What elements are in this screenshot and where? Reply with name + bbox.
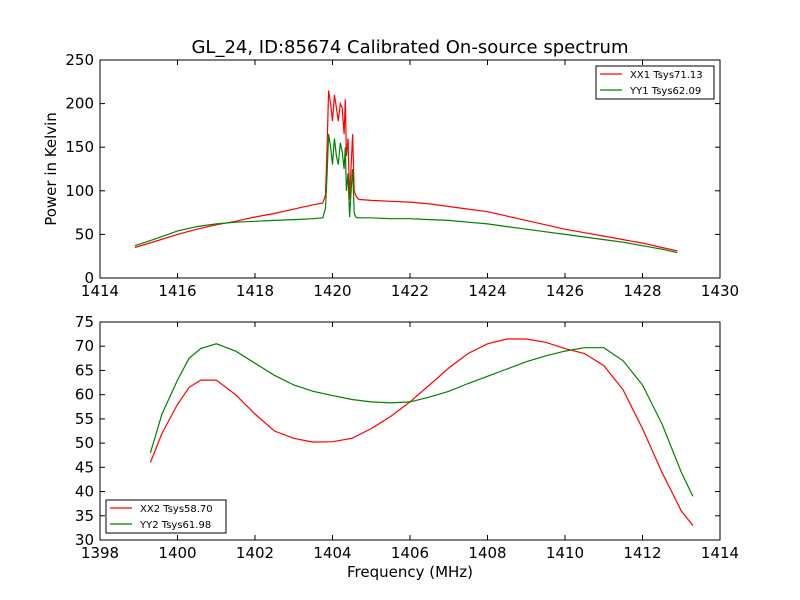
chart-title: GL_24, ID:85674 Calibrated On-source spe… [191, 37, 628, 58]
top-x-tick-label: 1424 [468, 282, 506, 300]
bottom-x-tick-label: 1414 [701, 544, 739, 562]
bottom-y-tick-label: 75 [75, 313, 94, 331]
bottom-plot-lines [149, 338, 694, 526]
top-x-tick-label: 1430 [701, 282, 739, 300]
top-y-tick-label: 250 [65, 51, 94, 69]
top-y-tick-label: 0 [84, 269, 94, 287]
top-x-tick-label: 1426 [546, 282, 584, 300]
bottom-series-line-2 [149, 343, 694, 497]
bottom-panel: 1398 1400 1402 1404 1406 1408 1410 1412 1414 30 35… [75, 313, 739, 581]
bottom-x-tick-label: 1410 [546, 544, 584, 562]
top-y-tick-label: 100 [65, 182, 94, 200]
top-legend-label-yy1: YY1 Tsys62.09 [629, 86, 701, 97]
bottom-x-tick-label: 1402 [236, 544, 274, 562]
bottom-y-tick-label: 30 [75, 531, 94, 549]
bottom-x-tick-label: 1398 [81, 544, 119, 562]
top-legend-label-xx1: XX1 Tsys71.13 [630, 70, 703, 81]
top-y-tick-label: 200 [65, 95, 94, 113]
top-legend-box [595, 65, 715, 100]
top-legend: XX1 Tsys71.13 YY1 Tsys62.09 [595, 65, 715, 100]
bottom-x-axis-label: Frequency (MHz) [347, 563, 473, 581]
top-x-tick-label: 1418 [236, 282, 274, 300]
bottom-legend-label-yy2: YY2 Tsys61.98 [139, 520, 211, 531]
bottom-legend-label-xx2: XX2 Tsys58.70 [140, 504, 213, 515]
top-plot-lines [134, 90, 678, 254]
top-series-line-2 [134, 134, 678, 254]
bottom-y-tick-label: 45 [75, 458, 94, 476]
top-x-tick-label: 1420 [313, 282, 351, 300]
bottom-legend-box [105, 499, 227, 534]
top-panel: 1414 1416 1418 1420 1422 1424 1426 1428 1430 0 50 1… [42, 51, 739, 300]
top-series-line-1 [134, 90, 678, 252]
top-x-tick-label: 1416 [158, 282, 196, 300]
bottom-y-tick-label: 40 [75, 483, 94, 501]
bottom-x-tick-label: 1404 [313, 544, 351, 562]
top-x-tick-label: 1422 [391, 282, 429, 300]
top-y-tick-label: 50 [75, 225, 94, 243]
bottom-y-tick-label: 70 [75, 337, 94, 355]
top-x-tick-label: 1428 [623, 282, 661, 300]
bottom-x-tick-label: 1406 [391, 544, 429, 562]
bottom-y-tick-label: 60 [75, 386, 94, 404]
top-x-tick-label: 1414 [81, 282, 119, 300]
top-y-tick-label: 150 [65, 138, 94, 156]
bottom-legend: XX2 Tsys58.70 YY2 Tsys61.98 [105, 499, 227, 534]
bottom-axis-ticks: 1398 1400 1402 1404 1406 1408 1410 1412 1414 30 35… [75, 313, 739, 562]
top-axis-ticks: 1414 1416 1418 1420 1422 1424 1426 1428 1430 0 50 1… [65, 51, 739, 300]
bottom-y-tick-label: 50 [75, 434, 94, 452]
top-y-axis-label: Power in Kelvin [42, 112, 60, 226]
bottom-x-tick-label: 1408 [468, 544, 506, 562]
bottom-y-tick-label: 65 [75, 361, 94, 379]
bottom-x-tick-label: 1400 [158, 544, 196, 562]
bottom-y-tick-label: 35 [75, 507, 94, 525]
bottom-x-tick-label: 1412 [623, 544, 661, 562]
bottom-y-tick-label: 55 [75, 410, 94, 428]
